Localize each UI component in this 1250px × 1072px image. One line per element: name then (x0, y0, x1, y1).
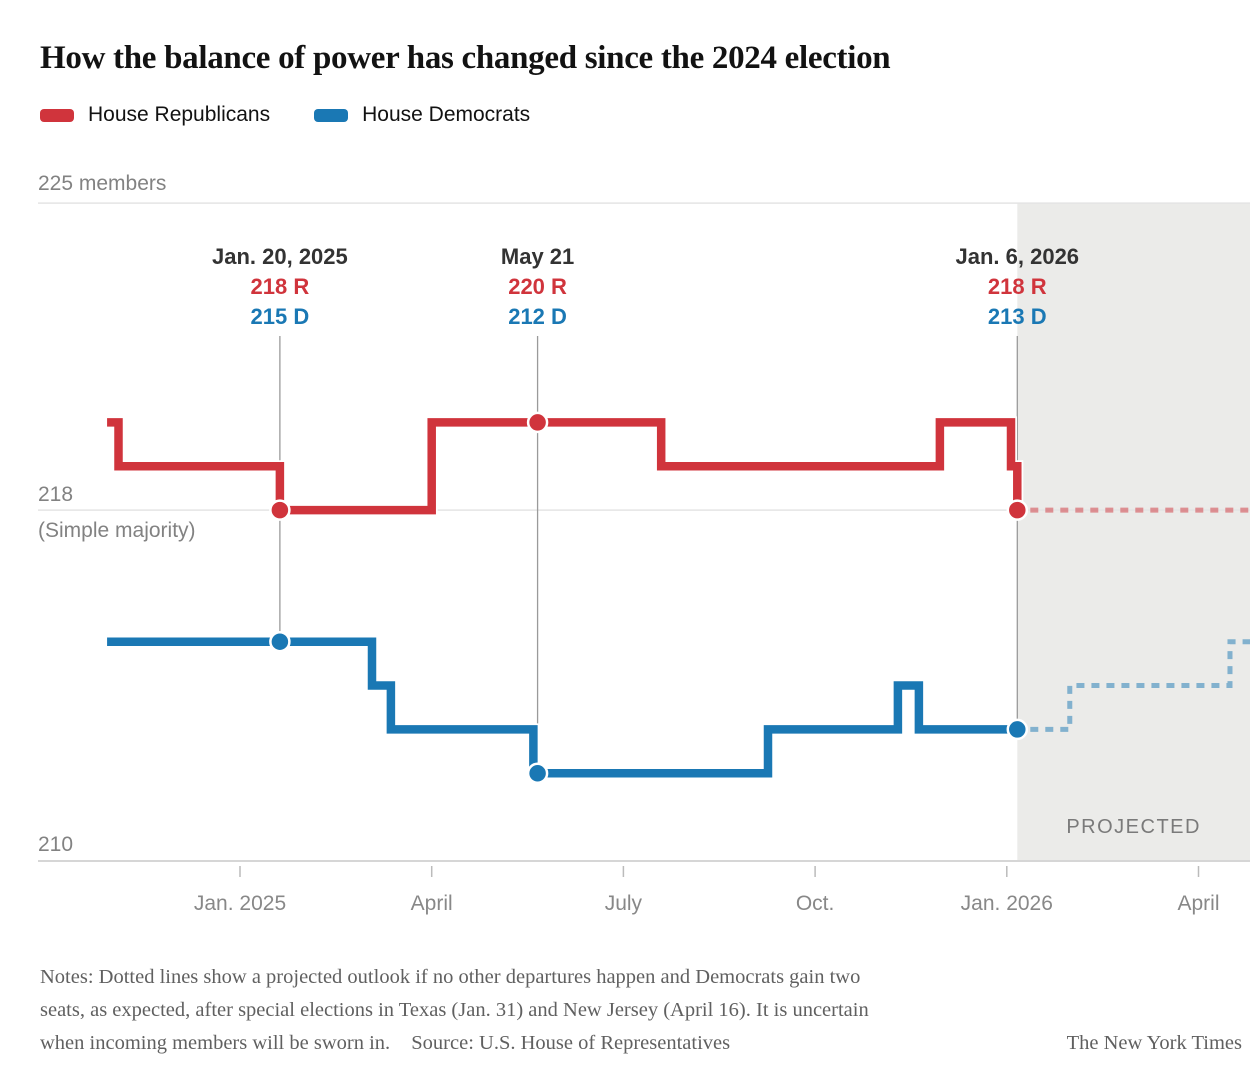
republicans-line (107, 418, 1022, 515)
notes-line-3: when incoming members will be sworn in. … (40, 1027, 1242, 1060)
democrats-line-casing (107, 635, 1018, 780)
annotation-democrat-value: 213 D (987, 304, 1047, 329)
annotation-democrat-value: 215 D (250, 304, 310, 329)
projected-region (1017, 203, 1250, 861)
annotation-democrat-value: 212 D (508, 304, 567, 329)
annotation-republican-value: 218 R (987, 274, 1047, 299)
notes-line-3-text: when incoming members will be sworn in. (40, 1031, 391, 1054)
chart-canvas (38, 202, 1250, 877)
y-axis-majority-label: 218 (38, 483, 74, 506)
annotation-date: Jan. 20, 2025 (211, 244, 348, 269)
republican-marker-dot (1006, 499, 1029, 521)
annotation-republican-value: 218 R (250, 274, 310, 299)
y-axis-bottom-label: 210 (38, 833, 74, 856)
republican-marker-dot (526, 411, 549, 434)
y-axis-top-label: 225 members (38, 172, 167, 195)
democrat-marker-dot (1006, 718, 1029, 741)
x-tick-jan-2025: Jan. 2025 (193, 892, 287, 915)
page-title: How the balance of power has changed sin… (40, 40, 891, 77)
legend-item-democrats: House Democrats (314, 103, 530, 127)
projected-region-label: PROJECTED (1066, 816, 1201, 838)
notes-line-2: seats, as expected, after special electi… (40, 998, 869, 1021)
y-axis-majority-sublabel: (Simple majority) (38, 519, 196, 542)
notes-line-1: Notes: Dotted lines show a projected out… (40, 966, 861, 988)
annotation-date: May 21 (500, 244, 575, 269)
democrat-marker-dot (269, 630, 291, 653)
annotation-may-21: May 21 220 R 212 D (501, 242, 574, 332)
democrat-marker-dot (526, 762, 549, 785)
annotation-jan-6-2026: Jan. 6, 2026 218 R 213 D (956, 242, 1080, 332)
x-tick-oct-2025: Oct. (795, 892, 835, 915)
x-tick-jan-2026: Jan. 2026 (960, 892, 1053, 915)
source-label: Source: U.S. House of Representatives (411, 1031, 731, 1054)
annotation-jan-20-2025: Jan. 20, 2025 218 R 215 D (212, 242, 348, 332)
x-tick-april-2025: April (410, 892, 453, 915)
democrats-swatch-icon (314, 108, 349, 122)
notes: Notes: Dotted lines show a projected out… (40, 961, 1242, 1059)
annotation-date: Jan. 6, 2026 (955, 244, 1080, 269)
x-tick-april-2026: April (1177, 892, 1220, 915)
legend-label-democrats: House Democrats (362, 103, 531, 126)
democrats-projection-line (1030, 639, 1250, 732)
democrats-line (107, 637, 1018, 778)
legend-item-republicans: House Republicans (40, 103, 270, 127)
republican-marker-dot (269, 499, 291, 521)
x-tick-july-2025: July (604, 892, 643, 915)
republicans-swatch-icon (40, 108, 74, 122)
credit-label: The New York Times (1066, 1031, 1242, 1054)
annotation-republican-value: 220 R (508, 274, 567, 299)
legend-label-republicans: House Republicans (88, 103, 271, 126)
legend: House Republicans House Democrats (40, 103, 530, 127)
